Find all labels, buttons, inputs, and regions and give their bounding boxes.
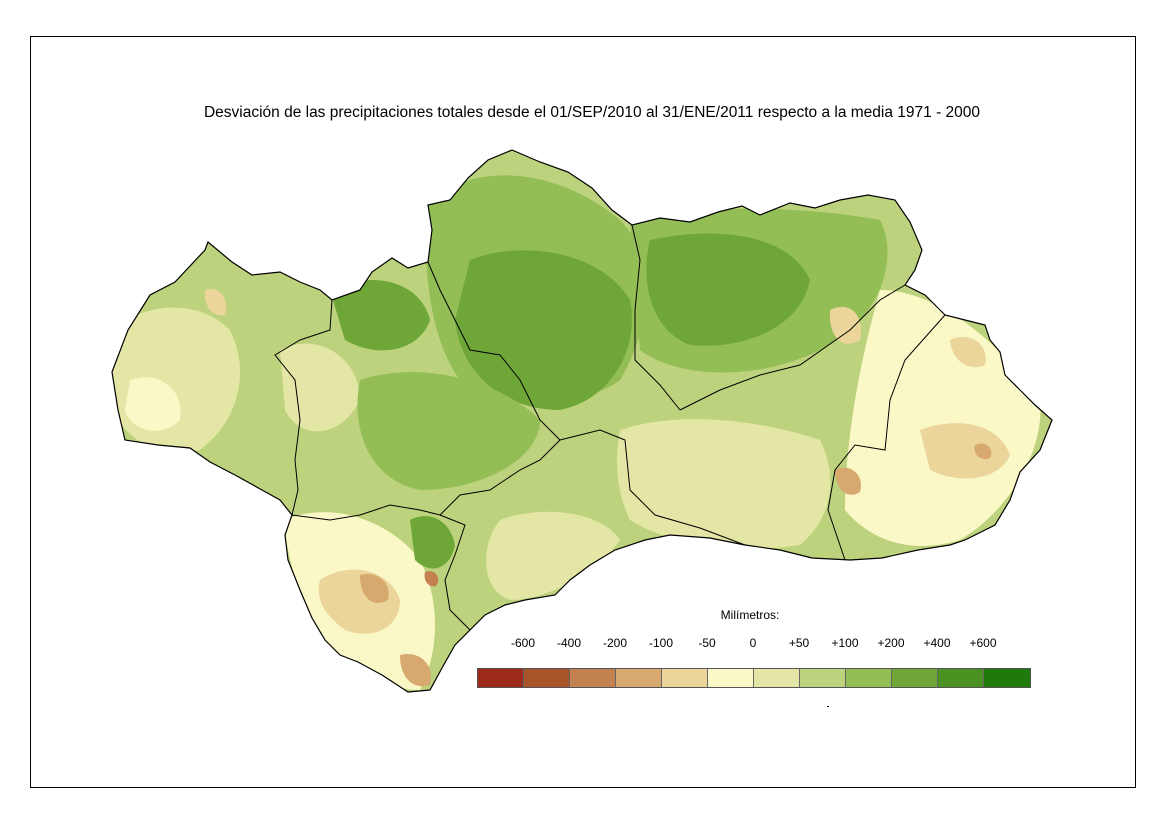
- legend-swatch: [892, 669, 938, 687]
- contour-cazorla-dry: [829, 306, 861, 344]
- legend-tick: -400: [556, 636, 582, 650]
- legend-title: Milímetros:: [720, 608, 780, 622]
- legend-tick: +200: [877, 636, 905, 650]
- legend-tick: -200: [602, 636, 628, 650]
- legend-swatch: [984, 669, 1030, 687]
- boundary-sevilla-cadiz: [291, 504, 441, 521]
- legend-swatch: [524, 669, 570, 687]
- contour-malaga-coast: [486, 511, 620, 600]
- contour-almeria-dry: [920, 423, 1010, 479]
- contour-almeria-east: [950, 336, 986, 368]
- contour-huelva-spot: [204, 289, 227, 316]
- contour-huelva-pale: [125, 377, 181, 431]
- contour-almeria-pale: [845, 290, 1041, 546]
- legend-color-bar: [477, 668, 1031, 688]
- legend-swatch: [938, 669, 984, 687]
- contour-malaga-wet: [410, 516, 455, 569]
- contour-sevilla-pale: [280, 343, 360, 432]
- legend-swatch: [754, 669, 800, 687]
- contour-granada-dry: [835, 467, 861, 495]
- contour-cadiz-drier: [360, 574, 389, 603]
- legend-tick: 0: [749, 636, 757, 650]
- map-title: Desviación de las precipitaciones totale…: [203, 104, 981, 121]
- legend-swatch: [708, 669, 754, 687]
- legend-swatch: [616, 669, 662, 687]
- contour-tarifa-dry: [400, 654, 431, 687]
- boundary-jaen-granada: [679, 284, 906, 411]
- legend-swatch: [570, 669, 616, 687]
- contour-granada-mix: [617, 419, 831, 549]
- legend-swatch: [662, 669, 708, 687]
- boundary-granada-almeria: [827, 314, 946, 561]
- contour-cordoba-wet: [455, 250, 632, 410]
- contour-jaen-wetter: [646, 233, 810, 346]
- legend-dot: [827, 706, 829, 707]
- legend-tick: -100: [648, 636, 674, 650]
- legend-tick: +50: [788, 636, 810, 650]
- legend-swatch: [800, 669, 846, 687]
- legend-tick: +600: [969, 636, 997, 650]
- boundary-cordoba-malaga: [439, 439, 561, 516]
- boundary-sevilla-cordoba: [427, 261, 561, 441]
- contour-sevilla-north-wet: [330, 280, 430, 351]
- boundary-huelva-sevilla: [274, 299, 333, 516]
- legend-tick: +400: [923, 636, 951, 650]
- contour-almeria-drier: [974, 443, 992, 460]
- legend-tick: +100: [831, 636, 859, 650]
- legend-swatch: [846, 669, 892, 687]
- contour-sevilla-core: [357, 372, 540, 490]
- deviation-contours: [112, 175, 1041, 690]
- boundary-cadiz-malaga: [439, 514, 471, 631]
- contour-algeciras-dry: [424, 571, 439, 587]
- province-boundaries: [274, 224, 946, 631]
- legend-tick: -50: [698, 636, 716, 650]
- boundary-cordoba-granada: [559, 429, 746, 546]
- boundary-cordoba-jaen: [631, 224, 681, 411]
- legend-swatch: [478, 669, 524, 687]
- legend-tick: -600: [510, 636, 536, 650]
